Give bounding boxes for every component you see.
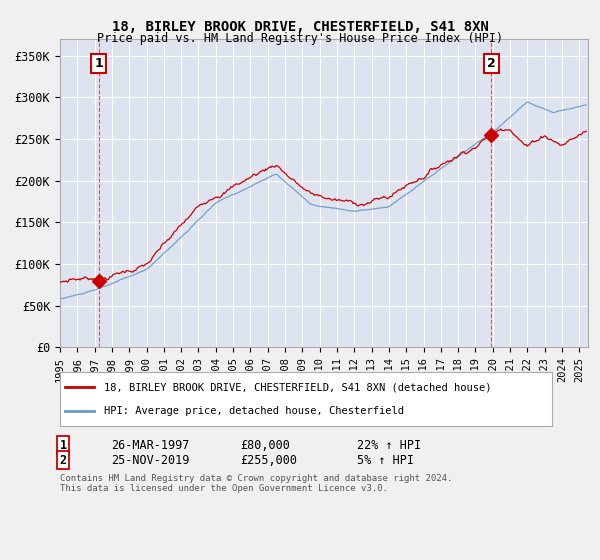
Text: 18, BIRLEY BROOK DRIVE, CHESTERFIELD, S41 8XN (detached house): 18, BIRLEY BROOK DRIVE, CHESTERFIELD, S4… xyxy=(104,382,492,393)
Text: 2: 2 xyxy=(487,57,496,71)
Text: This data is licensed under the Open Government Licence v3.0.: This data is licensed under the Open Gov… xyxy=(60,484,388,493)
Text: 25-NOV-2019: 25-NOV-2019 xyxy=(111,454,190,467)
Text: 2: 2 xyxy=(59,454,67,467)
Text: 26-MAR-1997: 26-MAR-1997 xyxy=(111,438,190,452)
Text: Price paid vs. HM Land Registry's House Price Index (HPI): Price paid vs. HM Land Registry's House … xyxy=(97,32,503,45)
Text: £255,000: £255,000 xyxy=(240,454,297,467)
Text: HPI: Average price, detached house, Chesterfield: HPI: Average price, detached house, Ches… xyxy=(104,405,404,416)
Text: 22% ↑ HPI: 22% ↑ HPI xyxy=(357,438,421,452)
Text: 1: 1 xyxy=(94,57,103,71)
Text: 5% ↑ HPI: 5% ↑ HPI xyxy=(357,454,414,467)
Text: £80,000: £80,000 xyxy=(240,438,290,452)
Text: 18, BIRLEY BROOK DRIVE, CHESTERFIELD, S41 8XN: 18, BIRLEY BROOK DRIVE, CHESTERFIELD, S4… xyxy=(112,20,488,34)
Text: 1: 1 xyxy=(59,438,67,452)
Text: Contains HM Land Registry data © Crown copyright and database right 2024.: Contains HM Land Registry data © Crown c… xyxy=(60,474,452,483)
